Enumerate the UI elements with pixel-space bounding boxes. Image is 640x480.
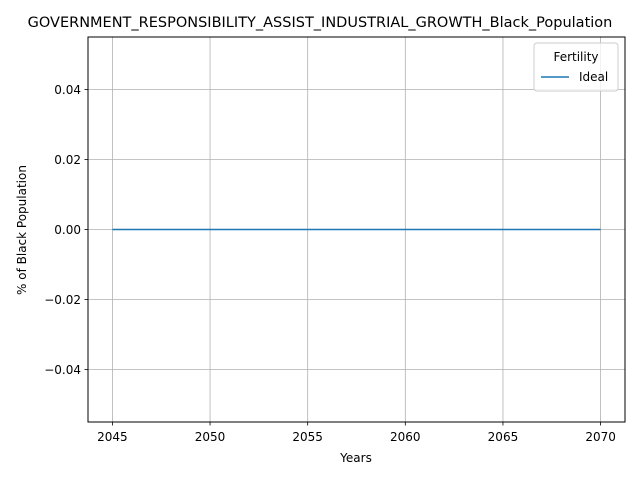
x-tick-label: 2070 [585,430,616,444]
legend-title: Fertility [553,50,598,64]
x-tick-label: 2065 [488,430,519,444]
x-axis-title: Years [339,451,372,465]
x-tick-label: 2060 [390,430,421,444]
x-tick-label: 2050 [195,430,226,444]
chart-title: GOVERNMENT_RESPONSIBILITY_ASSIST_INDUSTR… [28,15,613,31]
y-tick-label: −0.04 [44,363,81,377]
legend-box [533,42,619,92]
y-tick-label: 0.00 [54,223,81,237]
y-tick-label: −0.02 [44,293,81,307]
legend: Fertility Ideal [533,42,619,92]
y-axis-title: % of Black Population [15,165,29,295]
y-tick-label: 0.04 [54,83,81,97]
y-tick-label: 0.02 [54,153,81,167]
legend-label-ideal: Ideal [579,70,608,84]
axis-ticks: 2045 2050 2055 2060 2065 2070 −0.04 −0.02 0.00 0.… [44,83,616,444]
x-tick-label: 2055 [292,430,323,444]
x-tick-label: 2045 [97,430,128,444]
